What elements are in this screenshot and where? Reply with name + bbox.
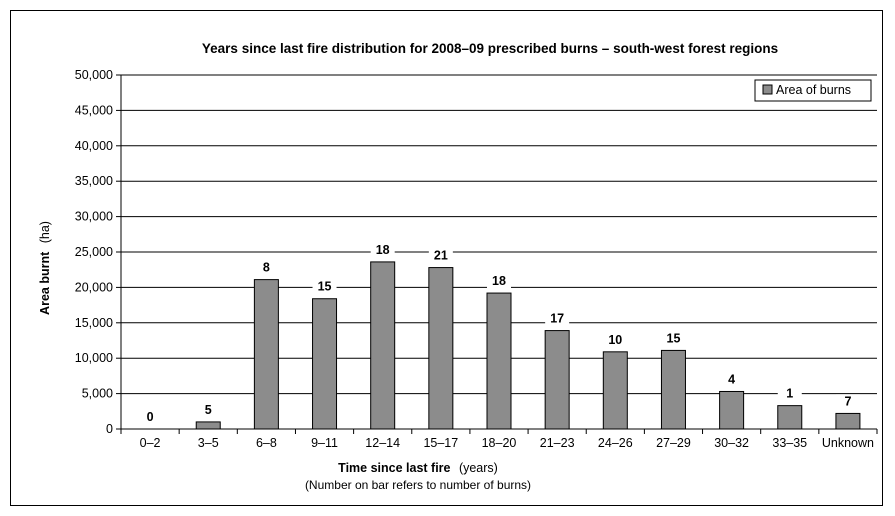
- x-tick-label: 30–32: [714, 436, 749, 450]
- bar-label-bg: [196, 402, 221, 417]
- bar: [428, 267, 454, 430]
- y-tick-label: 40,000: [75, 139, 113, 153]
- y-tick-label: 10,000: [75, 351, 113, 365]
- y-tick-label: 30,000: [75, 210, 113, 224]
- y-tick-label: 20,000: [75, 280, 113, 294]
- bar: [660, 349, 686, 430]
- legend: Area of burns: [754, 79, 872, 102]
- bar-value-label: 21: [434, 249, 448, 263]
- gridlines: [121, 74, 877, 395]
- bar-value-label: 17: [550, 312, 564, 326]
- bar: [370, 261, 396, 430]
- bar-label-bg: [370, 242, 395, 257]
- x-tick-label: 15–17: [423, 436, 458, 450]
- y-tick-label: 25,000: [75, 245, 113, 259]
- legend-label: Area of burns: [776, 83, 851, 97]
- bar-value-label: 4: [728, 372, 735, 386]
- axes: 0 5,000 10,000 15,000 20,000 25,000 30,000 35,0…: [75, 68, 878, 450]
- y-tick-label: 15,000: [75, 316, 113, 330]
- bar-chart: Years since last fire distribution for 2…: [36, 41, 878, 492]
- x-tick-label: 27–29: [656, 436, 691, 450]
- y-tick-label: 5,000: [82, 387, 113, 401]
- bar-value-label: 15: [667, 331, 681, 345]
- y-tick-label: 0: [106, 422, 113, 436]
- y-tick-label: 45,000: [75, 103, 113, 117]
- y-axis-title-text: Area burnt: [38, 251, 52, 315]
- y-axis-unit: (ha): [38, 221, 52, 243]
- x-tick-label: 24–26: [598, 436, 633, 450]
- x-tick-label: 21–23: [540, 436, 575, 450]
- bar-value-label: 15: [318, 280, 332, 294]
- x-tick-label: 12–14: [365, 436, 400, 450]
- bar-value-label: 18: [376, 243, 390, 257]
- bar-label-bg: [138, 410, 163, 424]
- legend-box: [754, 79, 872, 102]
- y-tick-label: 35,000: [75, 174, 113, 188]
- bar-label-bg: [661, 331, 686, 346]
- bars: [195, 261, 861, 430]
- bar: [253, 279, 279, 430]
- x-tick-label: Unknown: [822, 436, 874, 450]
- x-tick-label: 9–11: [311, 436, 338, 450]
- bar: [195, 421, 221, 430]
- x-tick-label: 3–5: [198, 436, 219, 450]
- bar-value-label: 18: [492, 274, 506, 288]
- bar: [544, 330, 570, 430]
- x-tick-label: 0–2: [140, 436, 161, 450]
- x-tick-label: 18–20: [482, 436, 517, 450]
- x-tick-label: 6–8: [256, 436, 277, 450]
- y-axis-title: Area burnt (ha): [36, 221, 53, 315]
- bar: [486, 292, 512, 430]
- bar: [777, 405, 803, 430]
- bar-label-bg: [603, 332, 628, 347]
- bar-label-bg: [312, 279, 337, 294]
- x-axis-note: (Number on bar refers to number of burns…: [305, 478, 531, 492]
- bar-label-bg: [428, 248, 453, 263]
- x-axis-unit: (years): [459, 461, 498, 475]
- chart-frame: Years since last fire distribution for 2…: [10, 10, 883, 506]
- y-tick-label: 50,000: [75, 68, 113, 82]
- bar-value-label: 10: [608, 333, 622, 347]
- bar-label-bg: [777, 386, 802, 401]
- bar-value-label: 0: [147, 410, 154, 424]
- bar-label-bg: [719, 372, 744, 387]
- bar-label-bg: [835, 394, 860, 409]
- bar-value-label: 5: [205, 403, 212, 417]
- bar: [312, 298, 338, 430]
- x-axis-title: Time since last fire (years): [338, 459, 498, 476]
- chart-title: Years since last fire distribution for 2…: [202, 41, 778, 56]
- legend-swatch: [762, 84, 773, 95]
- bar: [602, 351, 628, 430]
- bar-value-label: 1: [786, 387, 793, 401]
- x-axis-title-text: Time since last fire: [338, 461, 450, 475]
- bar: [835, 412, 861, 430]
- bar-label-bg: [545, 311, 570, 326]
- bar-value-label: 8: [263, 261, 270, 275]
- bar-value-label: 7: [844, 394, 851, 408]
- bar-label-bg: [487, 274, 511, 289]
- bar: [719, 390, 745, 430]
- bar-label-bg: [254, 260, 279, 275]
- x-tick-label: 33–35: [772, 436, 807, 450]
